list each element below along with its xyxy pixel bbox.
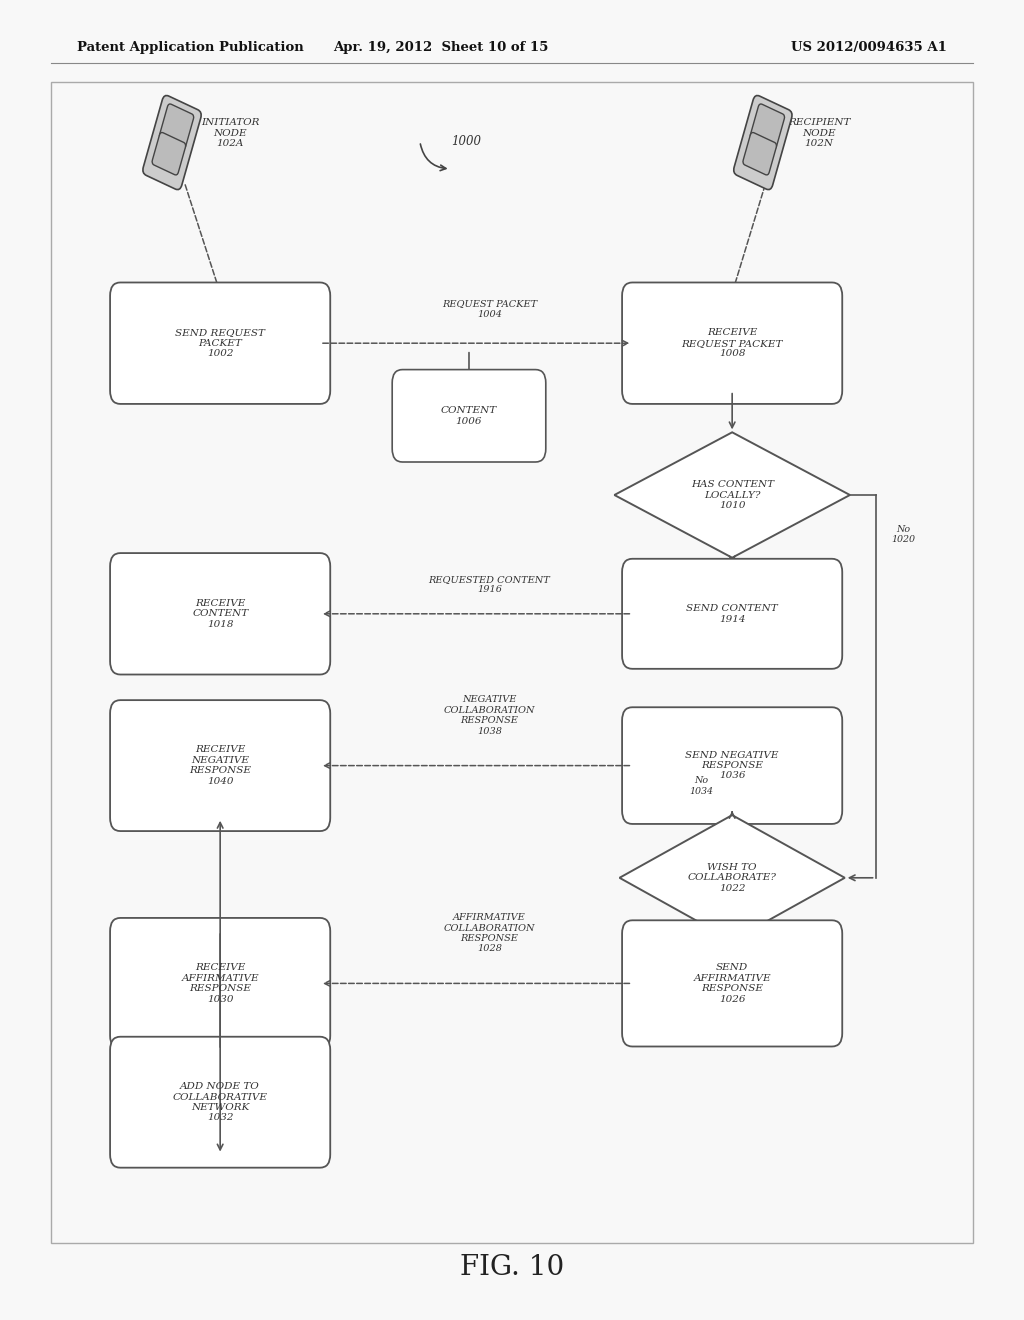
Text: 1000: 1000 xyxy=(451,135,481,148)
FancyBboxPatch shape xyxy=(111,282,330,404)
FancyBboxPatch shape xyxy=(734,95,792,190)
Polygon shape xyxy=(620,814,845,940)
Text: Yes
1824: Yes 1824 xyxy=(689,960,714,979)
Text: RECEIVE
AFFIRMATIVE
RESPONSE
1030: RECEIVE AFFIRMATIVE RESPONSE 1030 xyxy=(181,964,259,1003)
Text: CONTENT
1006: CONTENT 1006 xyxy=(441,407,497,425)
Text: WISH TO
COLLABORATE?
1022: WISH TO COLLABORATE? 1022 xyxy=(688,863,776,892)
FancyBboxPatch shape xyxy=(622,558,842,669)
Text: ADD NODE TO
COLLABORATIVE
NETWORK
1032: ADD NODE TO COLLABORATIVE NETWORK 1032 xyxy=(173,1082,267,1122)
Text: RECEIVE
REQUEST PACKET
1008: RECEIVE REQUEST PACKET 1008 xyxy=(682,329,782,358)
Text: HAS CONTENT
LOCALLY?
1010: HAS CONTENT LOCALLY? 1010 xyxy=(690,480,774,510)
Text: US 2012/0094635 A1: US 2012/0094635 A1 xyxy=(792,41,947,54)
FancyBboxPatch shape xyxy=(751,104,784,149)
FancyBboxPatch shape xyxy=(622,920,842,1047)
FancyBboxPatch shape xyxy=(622,708,842,824)
FancyBboxPatch shape xyxy=(111,917,330,1049)
Text: RECEIVE
CONTENT
1018: RECEIVE CONTENT 1018 xyxy=(193,599,248,628)
FancyBboxPatch shape xyxy=(153,132,185,176)
FancyBboxPatch shape xyxy=(111,700,330,832)
Text: NEGATIVE
COLLABORATION
RESPONSE
1038: NEGATIVE COLLABORATION RESPONSE 1038 xyxy=(443,696,536,735)
Text: SEND NEGATIVE
RESPONSE
1036: SEND NEGATIVE RESPONSE 1036 xyxy=(685,751,779,780)
Text: AFFIRMATIVE
COLLABORATION
RESPONSE
1028: AFFIRMATIVE COLLABORATION RESPONSE 1028 xyxy=(443,913,536,953)
Polygon shape xyxy=(614,433,850,557)
Text: REQUEST PACKET
1004: REQUEST PACKET 1004 xyxy=(442,300,537,318)
Text: INITIATOR
NODE
102A: INITIATOR NODE 102A xyxy=(201,119,260,148)
FancyBboxPatch shape xyxy=(143,95,201,190)
Text: SEND
AFFIRMATIVE
RESPONSE
1026: SEND AFFIRMATIVE RESPONSE 1026 xyxy=(693,964,771,1003)
Text: No
1034: No 1034 xyxy=(689,776,714,796)
Text: SEND CONTENT
1914: SEND CONTENT 1914 xyxy=(686,605,778,623)
Text: RECIPIENT
NODE
102N: RECIPIENT NODE 102N xyxy=(788,119,850,148)
FancyBboxPatch shape xyxy=(743,132,776,176)
FancyBboxPatch shape xyxy=(622,282,842,404)
Text: Yes
1912: Yes 1912 xyxy=(689,577,714,597)
FancyBboxPatch shape xyxy=(111,1036,330,1168)
FancyBboxPatch shape xyxy=(160,104,194,149)
FancyBboxPatch shape xyxy=(51,82,973,1243)
Text: Patent Application Publication: Patent Application Publication xyxy=(77,41,303,54)
Text: FIG. 10: FIG. 10 xyxy=(460,1254,564,1280)
Text: RECEIVE
NEGATIVE
RESPONSE
1040: RECEIVE NEGATIVE RESPONSE 1040 xyxy=(189,746,251,785)
FancyBboxPatch shape xyxy=(392,370,546,462)
FancyBboxPatch shape xyxy=(111,553,330,675)
Text: No
1020: No 1020 xyxy=(891,525,914,544)
Text: SEND REQUEST
PACKET
1002: SEND REQUEST PACKET 1002 xyxy=(175,329,265,358)
Text: REQUESTED CONTENT
1916: REQUESTED CONTENT 1916 xyxy=(429,576,550,594)
Text: Apr. 19, 2012  Sheet 10 of 15: Apr. 19, 2012 Sheet 10 of 15 xyxy=(333,41,548,54)
